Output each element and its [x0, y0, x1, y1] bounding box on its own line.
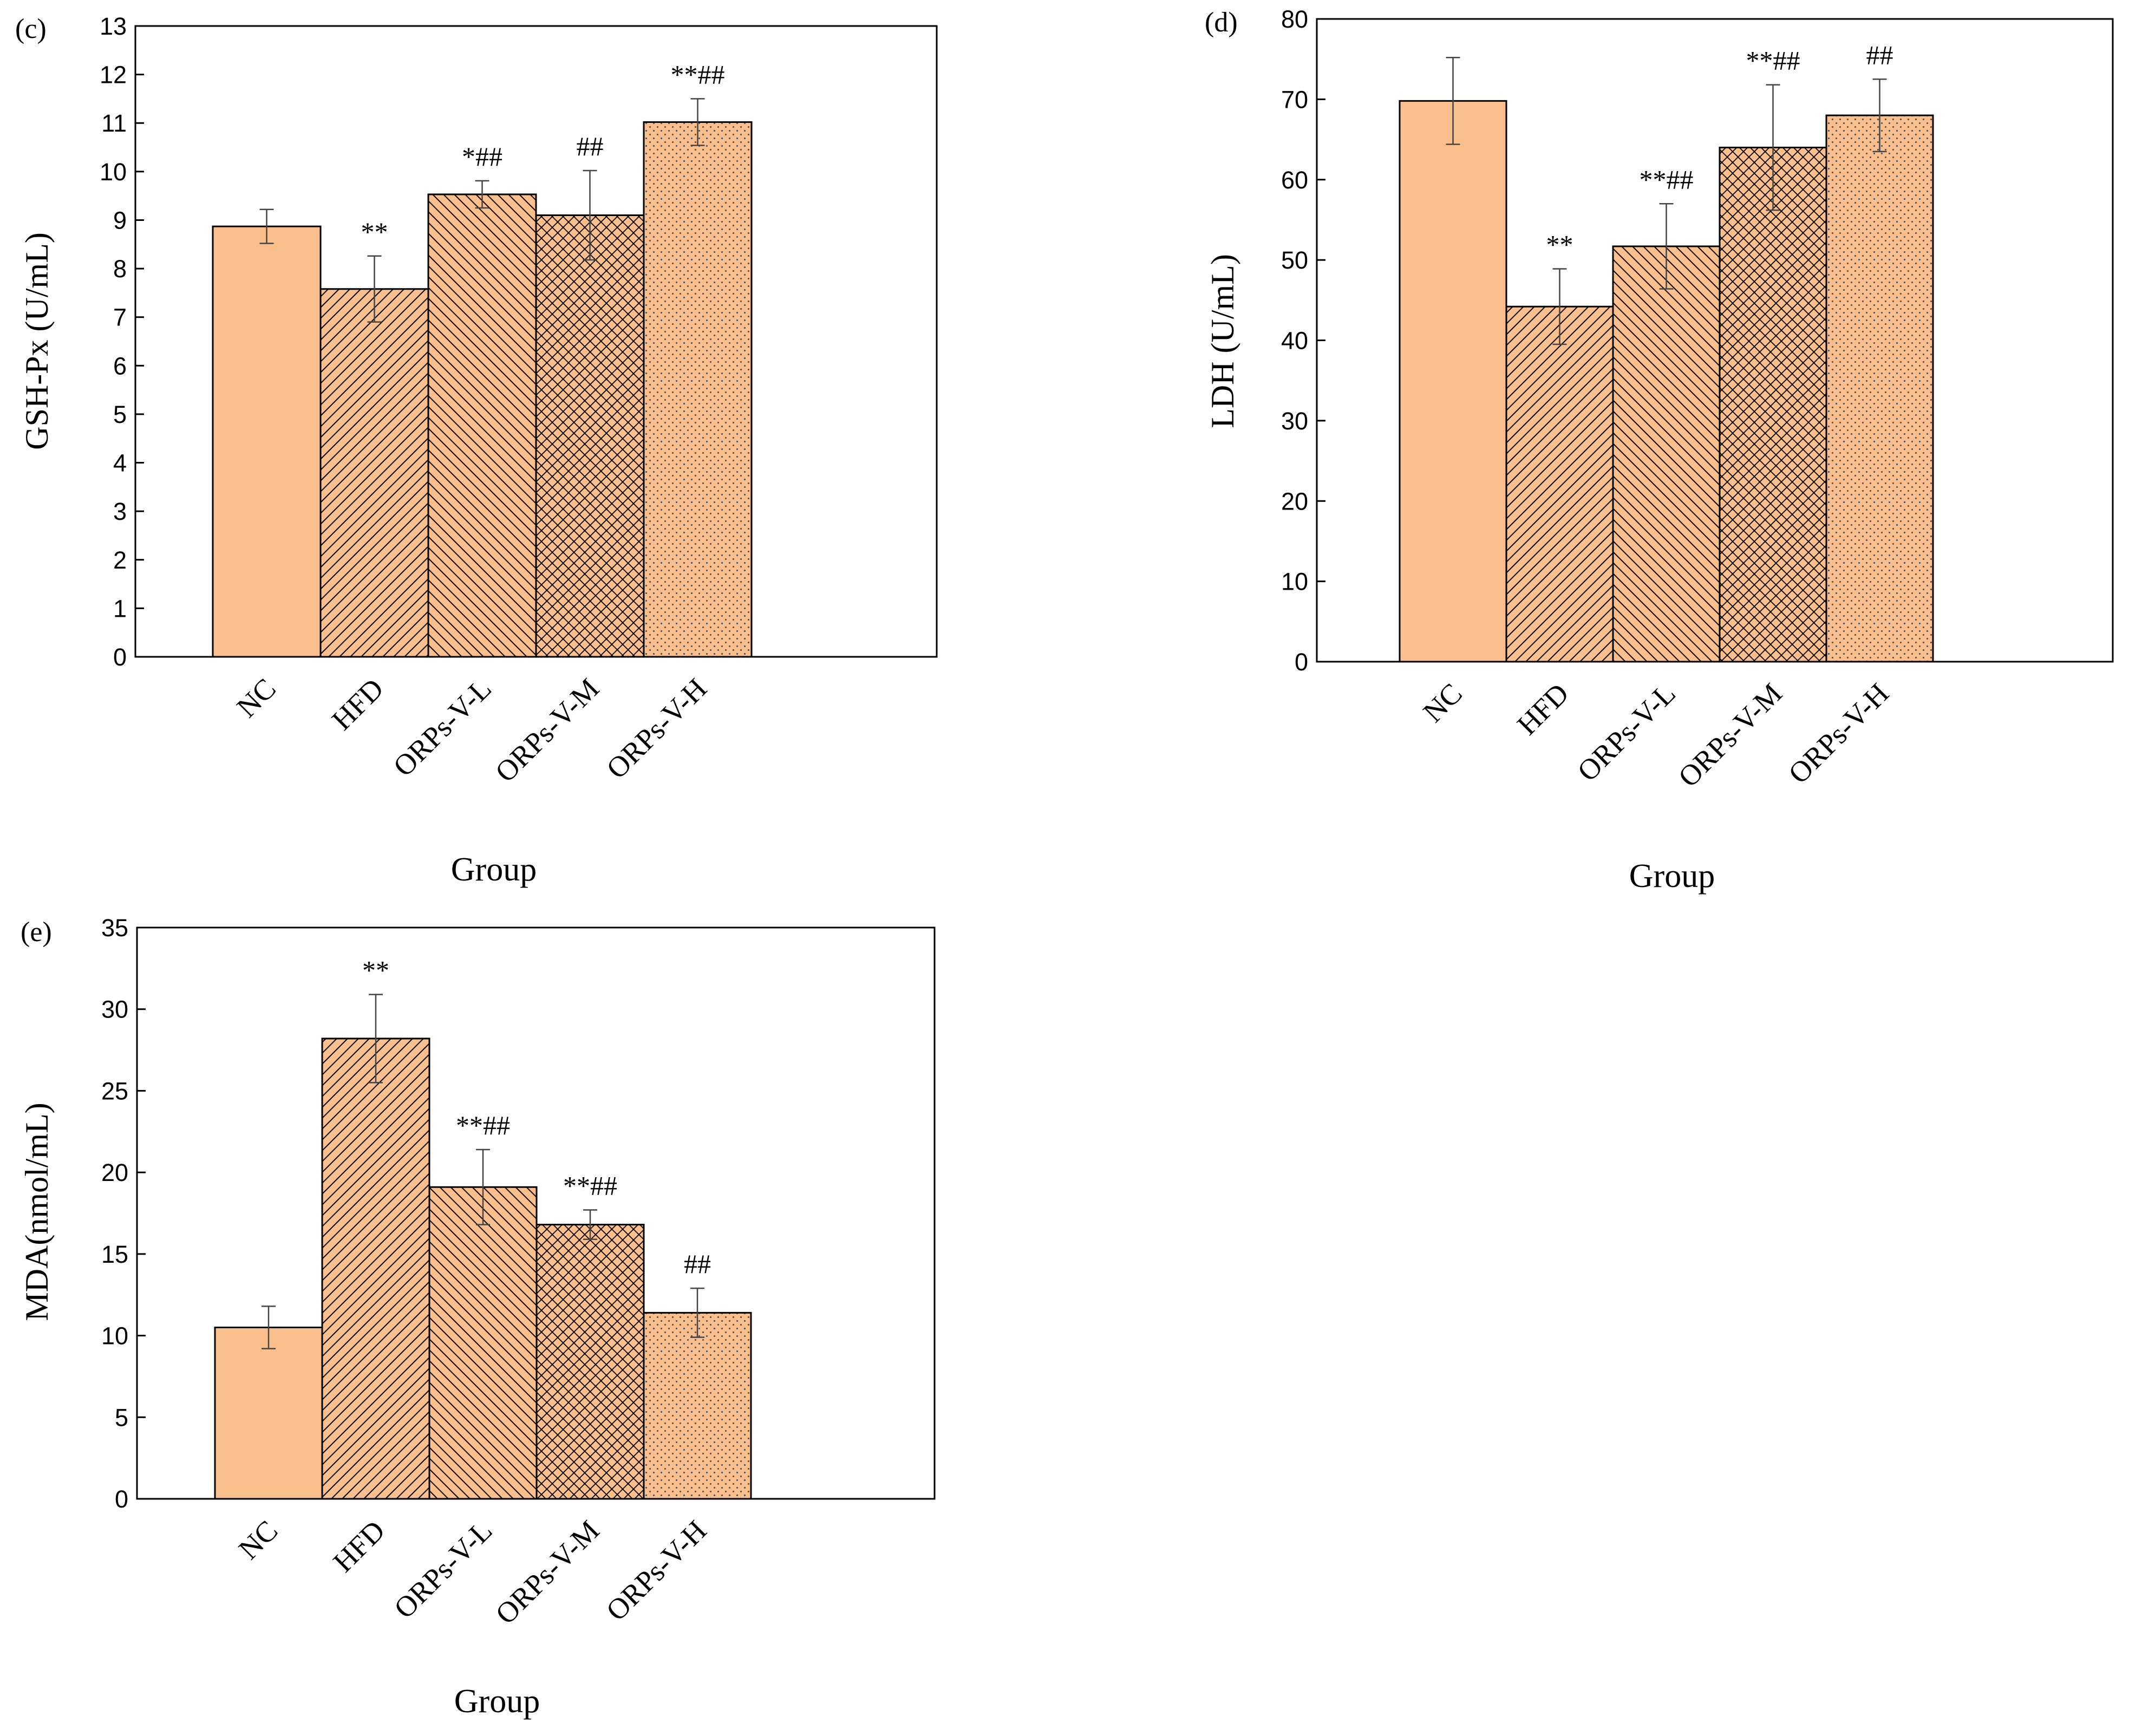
x-category-label: NC — [232, 1514, 284, 1565]
x-category-label: ORPs-V-L — [387, 672, 498, 782]
y-tick-label: 25 — [101, 1077, 128, 1105]
bar-hatch — [322, 1038, 429, 1499]
bars: ** *## ## **## — [212, 59, 753, 658]
bar-hatch — [321, 289, 428, 657]
x-category-label: HFD — [327, 1514, 391, 1578]
y-tick-label: 35 — [101, 914, 128, 942]
y-tick-label: 6 — [113, 352, 127, 380]
y-tick-label: 60 — [1281, 166, 1308, 194]
bar-fill — [1400, 101, 1506, 662]
plot-frame — [134, 25, 938, 658]
y-axis-label: MDA(nmol/mL) — [19, 1102, 55, 1321]
x-category-label: ORPs-V-M — [1672, 677, 1788, 793]
bar-hatch — [428, 194, 536, 657]
bars: ** **## **## ## — [1399, 40, 1934, 663]
significance-label: **## — [1640, 164, 1694, 194]
y-tick-labels: 0 10 20 30 40 50 60 70 80 — [1281, 5, 1325, 676]
y-tick-label: 5 — [113, 401, 127, 428]
significance-label: **## — [1746, 45, 1800, 76]
bar-hatch — [1613, 246, 1720, 662]
significance-label: **## — [456, 1110, 510, 1140]
bar-hatch — [644, 122, 752, 657]
y-tick-label: 5 — [115, 1404, 128, 1431]
significance-label: ** — [361, 217, 388, 247]
y-tick-label: 4 — [113, 449, 127, 477]
x-category-label: ORPs-V-H — [600, 1514, 713, 1627]
significance-label: ## — [1866, 40, 1893, 70]
x-category-label: ORPs-V-L — [388, 1514, 498, 1624]
y-tick-label: 80 — [1281, 5, 1308, 33]
y-axis-label: LDH (U/mL) — [1205, 254, 1240, 428]
significance-label: *## — [462, 141, 502, 172]
y-tick-label: 10 — [101, 1322, 128, 1350]
x-axis-label: Group — [1629, 858, 1715, 895]
bar-hatch — [1506, 306, 1613, 662]
significance-label: ## — [577, 131, 604, 161]
y-tick-label: 40 — [1281, 327, 1308, 355]
x-category-label: ORPs-V-M — [489, 672, 605, 788]
y-tick-label: 9 — [113, 206, 127, 234]
plot-frame — [1316, 18, 2114, 663]
bar-hatch — [537, 1224, 644, 1499]
y-tick-label: 20 — [1281, 487, 1308, 515]
panel-label: (d) — [1205, 7, 1238, 38]
x-category-label: ORPs-V-H — [600, 672, 713, 785]
chart-panel-d: (d) 0 10 20 30 40 50 60 70 80 ** **## **## ## NC HFD… — [1205, 5, 2114, 895]
y-tick-label: 0 — [115, 1485, 128, 1513]
significance-label: ** — [1546, 229, 1573, 259]
y-tick-label: 1 — [113, 595, 127, 622]
y-tick-label: 20 — [101, 1159, 128, 1186]
panel-label: (e) — [21, 917, 52, 948]
y-tick-label: 50 — [1281, 246, 1308, 274]
significance-label: ## — [684, 1249, 711, 1279]
x-category-label: NC — [1417, 677, 1468, 728]
x-category-label: HFD — [1511, 677, 1575, 741]
bars: ** **## **## ## — [214, 955, 752, 1500]
bar-hatch — [644, 1313, 751, 1499]
y-tick-label: 10 — [100, 158, 127, 186]
y-tick-label: 12 — [100, 61, 127, 89]
significance-label: ** — [362, 955, 389, 986]
y-tick-label: 3 — [113, 498, 127, 525]
x-category-label: NC — [231, 672, 282, 723]
y-tick-label: 7 — [113, 304, 127, 331]
bar-hatch — [536, 215, 644, 657]
y-tick-label: 0 — [1295, 648, 1308, 676]
bar-fill — [213, 226, 321, 657]
bar-hatch — [1720, 147, 1826, 662]
y-tick-label: 30 — [101, 996, 128, 1023]
x-category-label: ORPs-V-L — [1571, 677, 1682, 787]
plot-frame — [136, 926, 936, 1500]
y-tick-label: 10 — [1281, 568, 1308, 596]
y-tick-label: 11 — [101, 109, 127, 137]
x-category-label: ORPs-V-H — [1782, 677, 1895, 790]
bar-fill — [215, 1327, 322, 1499]
y-tick-label: 2 — [113, 546, 127, 574]
significance-label: **## — [671, 59, 725, 89]
bar-hatch — [429, 1187, 537, 1499]
y-tick-label: 70 — [1281, 86, 1308, 113]
y-tick-label: 30 — [1281, 407, 1308, 435]
y-tick-label: 13 — [100, 12, 127, 40]
y-axis-label: GSH-Px (U/mL) — [19, 232, 55, 450]
bar-hatch — [1826, 115, 1933, 662]
x-axis-label: Group — [451, 851, 537, 888]
x-category-label: HFD — [325, 672, 390, 736]
significance-label: **## — [563, 1170, 617, 1200]
y-tick-label: 15 — [101, 1241, 128, 1268]
x-category-label: ORPs-V-M — [489, 1514, 605, 1630]
y-tick-label: 0 — [113, 643, 127, 671]
panel-label: (c) — [15, 14, 47, 44]
x-axis-label: Group — [454, 1683, 540, 1720]
y-tick-labels: 0 5 10 15 20 25 30 35 — [101, 914, 146, 1513]
y-tick-label: 8 — [113, 255, 127, 283]
